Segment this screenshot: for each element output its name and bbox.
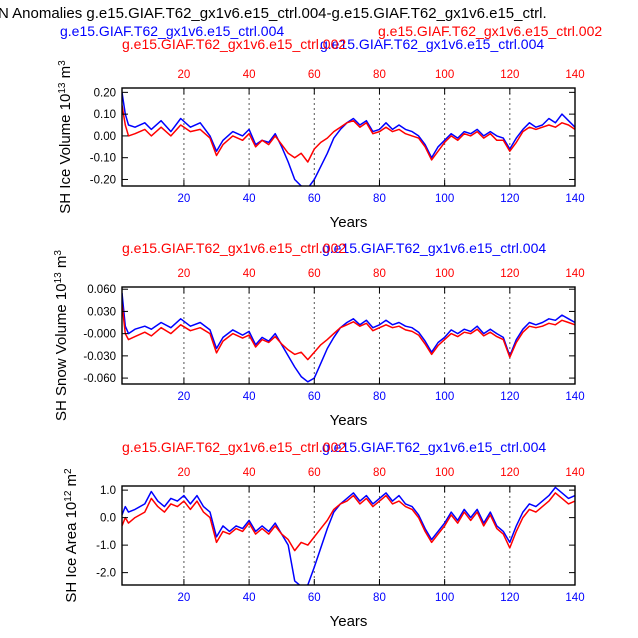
x-tick-label-top: 80 — [373, 69, 386, 81]
top-case-label-blue: g.e15.GIAF.T62_gx1v6.e15_ctrl.004 — [322, 240, 546, 256]
y-tick-label: -2.0 — [96, 568, 116, 580]
x-tick-label: 60 — [308, 592, 321, 604]
x-tick-label: 20 — [178, 592, 191, 604]
y-axis-label: SH Snow Volume 1013 m3 — [53, 250, 71, 421]
x-axis-label: Years — [330, 412, 368, 429]
x-tick-label: 40 — [243, 193, 256, 205]
y-tick-label: -0.10 — [90, 153, 116, 165]
panel-ice-area: 1.0 0.0 -1.0 -2.0 20 20 40 40 60 60 80 80 100 100 120 1… — [63, 439, 585, 630]
x-tick-label-top: 20 — [178, 467, 191, 479]
top-case-label-red: g.e15.GIAF.T62_gx1v6.e15_ctrl.002 — [122, 36, 346, 52]
x-tick-label-top: 140 — [565, 268, 584, 280]
x-tick-label-top: 60 — [308, 69, 321, 81]
plot-frame — [121, 286, 576, 385]
y-tick-label: -1.0 — [96, 540, 116, 552]
x-tick-label: 60 — [308, 391, 321, 403]
panel-ice-volume: 0.20 0.10 0.00 -0.10 -0.20 20 20 40 40 60 60 80 80 10… — [57, 36, 585, 231]
x-axis-label: Years — [330, 613, 368, 630]
x-axis-label: Years — [330, 214, 368, 231]
x-tick-label-top: 40 — [243, 268, 256, 280]
top-case-label-red: g.e15.GIAF.T62_gx1v6.e15_ctrl.002 — [122, 240, 346, 256]
series-line-blue — [122, 486, 575, 585]
x-tick-label-top: 20 — [178, 268, 191, 280]
x-tick-label: 20 — [178, 391, 191, 403]
series-line-red — [122, 105, 575, 163]
x-tick-label-top: 120 — [500, 268, 519, 280]
x-tick-label-top: 60 — [308, 467, 321, 479]
x-tick-label: 100 — [435, 193, 454, 205]
x-tick-label-top: 80 — [373, 467, 386, 479]
x-tick-label: 80 — [373, 391, 386, 403]
series-line-blue — [122, 292, 575, 383]
top-case-label-blue: g.e15.GIAF.T62_gx1v6.e15_ctrl.004 — [322, 439, 546, 455]
y-tick-label: 0.20 — [94, 87, 116, 99]
y-tick-label: -0.060 — [83, 373, 116, 385]
x-tick-label: 140 — [565, 391, 584, 403]
y-tick-label: 0.060 — [87, 284, 116, 296]
x-tick-label-top: 140 — [565, 467, 584, 479]
x-tick-label-top: 100 — [435, 268, 454, 280]
plot-frame — [121, 485, 576, 586]
x-tick-label: 40 — [243, 592, 256, 604]
y-tick-label: -0.20 — [90, 174, 116, 186]
x-tick-label-top: 40 — [243, 467, 256, 479]
figure-title: N Anomalies g.e15.GIAF.T62_gx1v6.e15_ctr… — [0, 5, 547, 22]
figure-case-red: g.e15.GIAF.T62_gx1v6.e15_ctrl.002 — [378, 23, 602, 39]
x-tick-label-top: 20 — [178, 69, 191, 81]
y-tick-label: 0.10 — [94, 109, 116, 121]
plot-frame — [121, 87, 576, 187]
x-tick-label: 120 — [500, 391, 519, 403]
x-tick-label: 60 — [308, 193, 321, 205]
figure-case-blue: g.e15.GIAF.T62_gx1v6.e15_ctrl.004 — [60, 23, 284, 39]
series-line-blue — [122, 92, 575, 186]
x-tick-label-top: 120 — [500, 69, 519, 81]
x-tick-label: 100 — [435, 592, 454, 604]
x-tick-label-top: 80 — [373, 268, 386, 280]
x-tick-label: 40 — [243, 391, 256, 403]
top-case-label-red: g.e15.GIAF.T62_gx1v6.e15_ctrl.002 — [122, 439, 346, 455]
x-tick-label-top: 60 — [308, 268, 321, 280]
x-tick-label-top: 100 — [435, 69, 454, 81]
y-tick-label: 1.0 — [100, 485, 116, 497]
y-axis-label: SH Ice Volume 1013 m3 — [57, 60, 75, 214]
x-tick-label: 140 — [565, 592, 584, 604]
x-tick-label: 120 — [500, 193, 519, 205]
y-tick-label: 0.0 — [100, 513, 116, 525]
y-tick-label: -0.030 — [83, 351, 116, 363]
x-tick-label-top: 40 — [243, 69, 256, 81]
x-tick-label: 80 — [373, 193, 386, 205]
x-tick-label: 100 — [435, 391, 454, 403]
x-tick-label-top: 100 — [435, 467, 454, 479]
y-tick-label: 0.030 — [87, 306, 116, 318]
y-tick-label: -0.000 — [83, 329, 116, 341]
x-tick-label-top: 120 — [500, 467, 519, 479]
series-line-red — [122, 492, 575, 552]
panel-snow-volume: 0.060 0.030 -0.000 -0.030 -0.060 20 20 40 40 60 60… — [53, 240, 585, 429]
y-tick-label: 0.00 — [94, 131, 116, 143]
x-tick-label-top: 140 — [565, 69, 584, 81]
top-case-label-blue: g.e15.GIAF.T62_gx1v6.e15_ctrl.004 — [320, 36, 544, 52]
x-tick-label: 140 — [565, 193, 584, 205]
x-tick-label: 20 — [178, 193, 191, 205]
x-tick-label: 80 — [373, 592, 386, 604]
y-axis-label: SH Ice Area 1012 m2 — [63, 468, 81, 603]
series-line-red — [122, 303, 575, 361]
x-tick-label: 120 — [500, 592, 519, 604]
